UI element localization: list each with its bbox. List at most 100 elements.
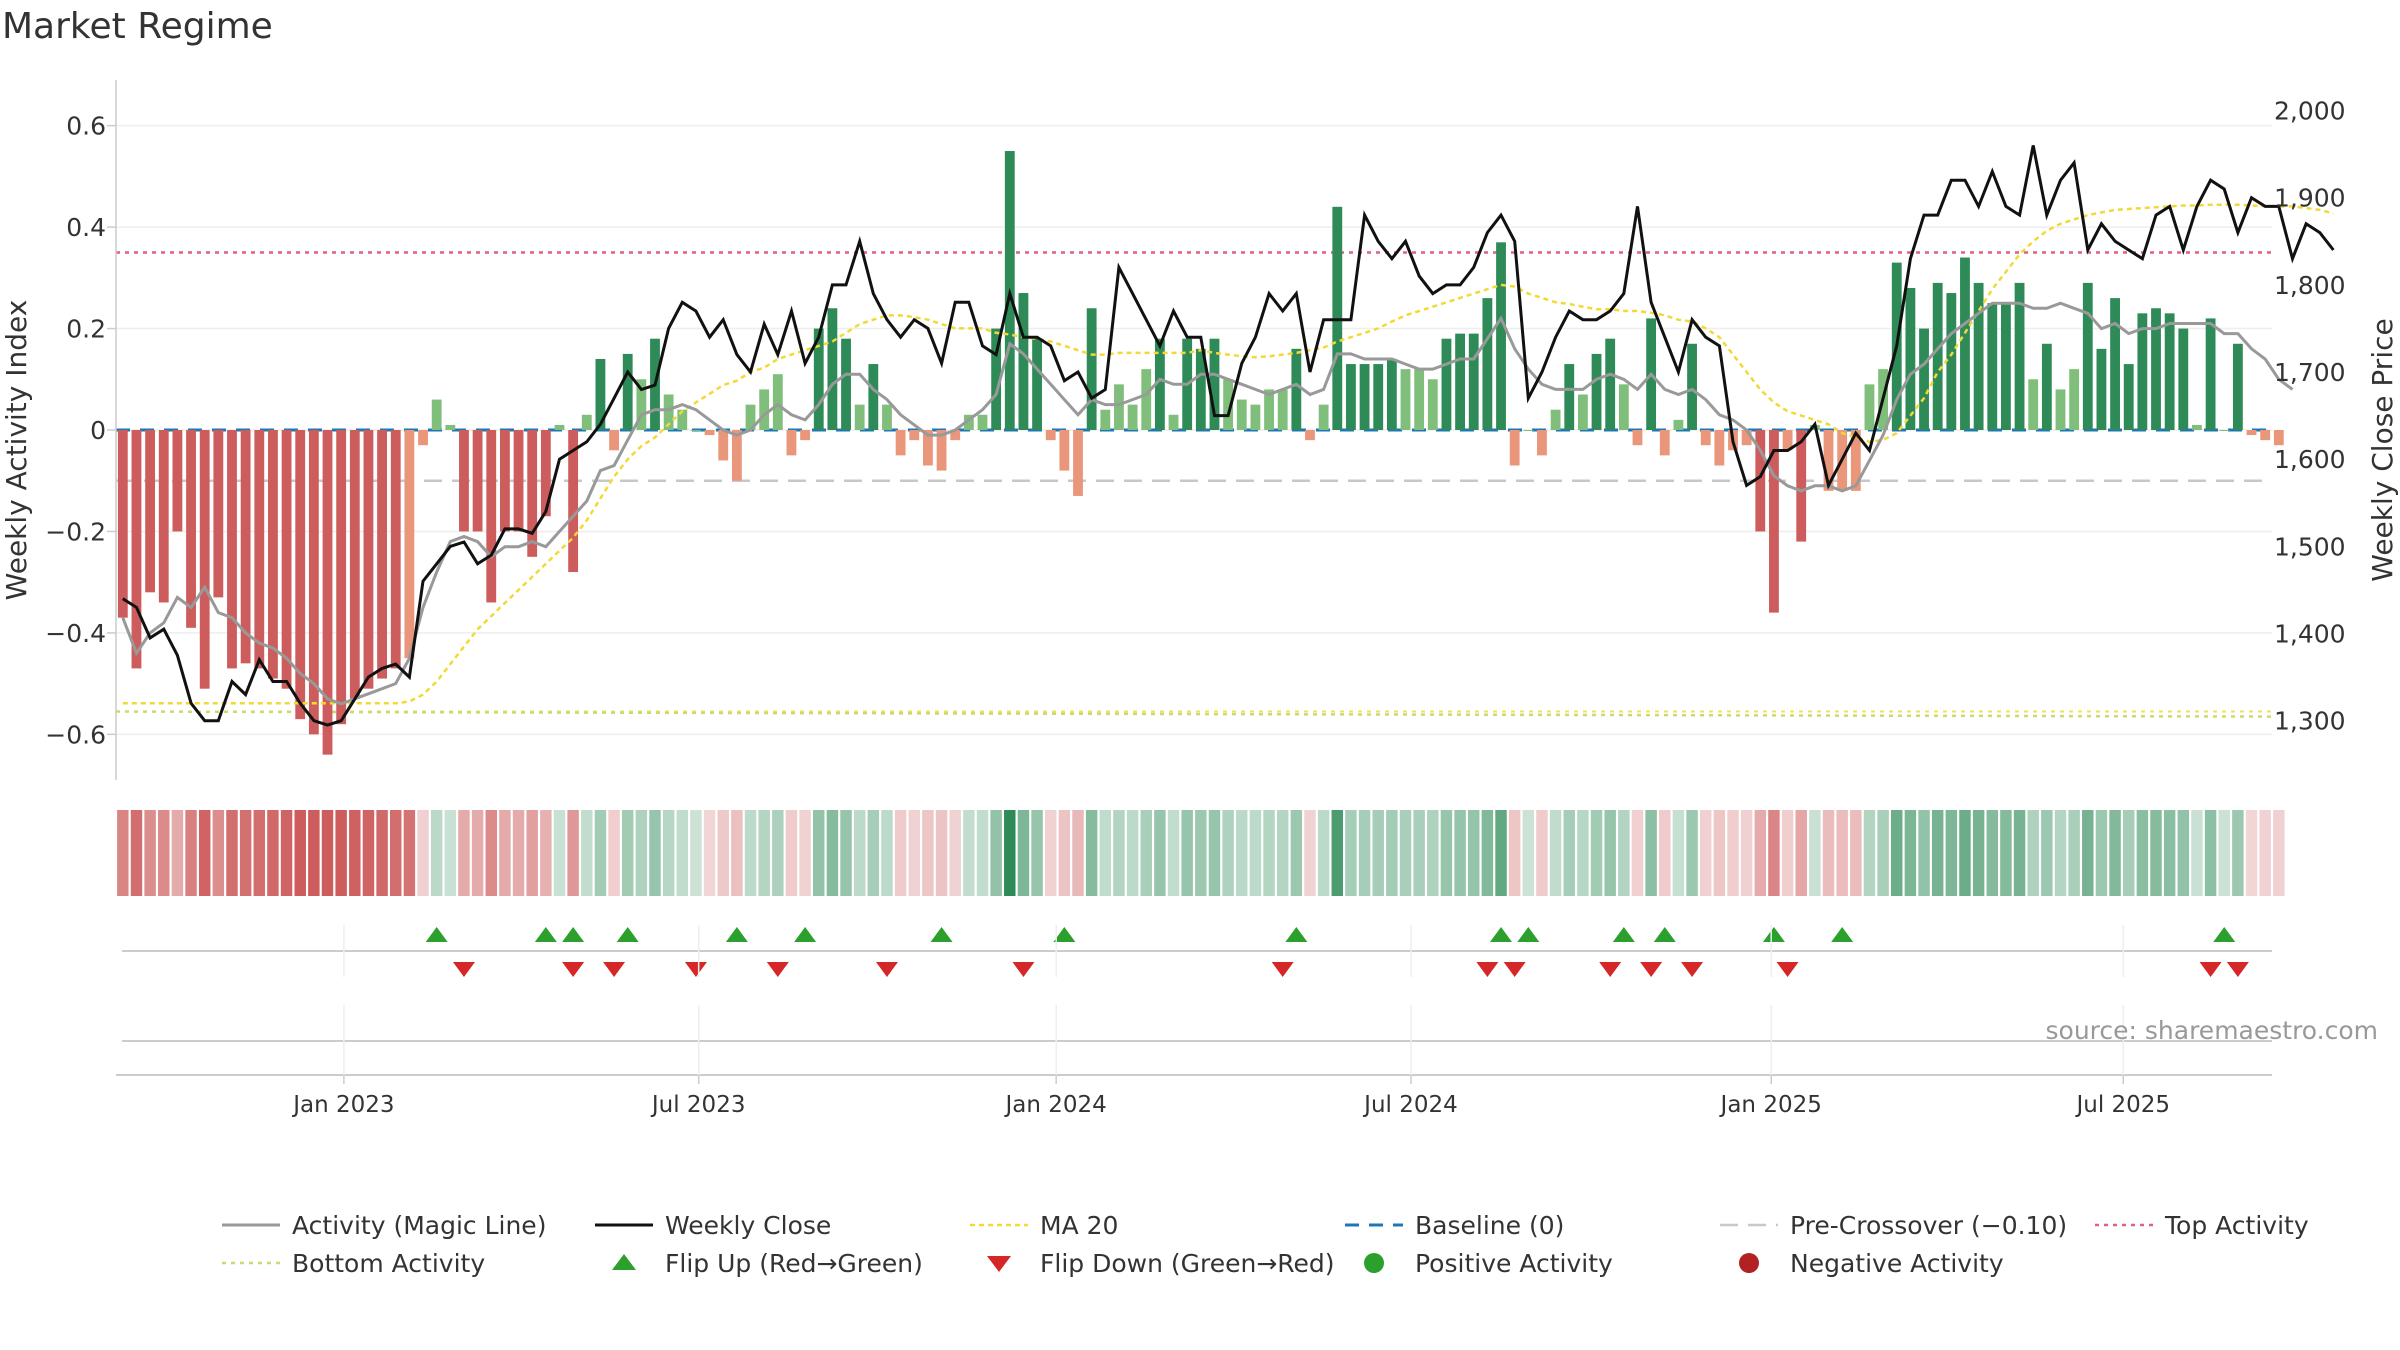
regime-cell	[458, 810, 470, 896]
activity-bar	[1769, 430, 1779, 613]
activity-bar	[1045, 430, 1056, 441]
regime-cell	[2000, 810, 2012, 896]
flip-down-marker	[1776, 962, 1799, 977]
activity-bar	[991, 328, 1002, 430]
activity-bar	[1618, 384, 1629, 430]
regime-cell	[1290, 810, 1303, 896]
regime-cell	[2136, 810, 2149, 896]
left-tick-label: −0.2	[45, 517, 106, 546]
regime-cell	[1236, 810, 1248, 896]
regime-cell	[253, 810, 266, 896]
activity-bar	[336, 430, 347, 725]
regime-cell	[1549, 810, 1562, 896]
activity-bar	[882, 404, 892, 430]
x-tick-label: Jul 2023	[650, 1092, 746, 1118]
activity-bar	[349, 430, 360, 699]
right-tick-label: 1,900	[2274, 184, 2346, 213]
flip-down-marker	[1476, 962, 1499, 977]
regime-cell	[1618, 810, 1630, 896]
regime-cell	[1481, 810, 1494, 896]
regime-cell	[1099, 810, 1112, 896]
right-tick-label: 1,700	[2274, 358, 2346, 387]
activity-bar	[2246, 430, 2257, 436]
flip-up-marker	[2213, 927, 2236, 942]
activity-bar	[1427, 379, 1438, 430]
regime-cell	[2095, 810, 2108, 896]
activity-bar	[1919, 328, 1929, 430]
regime-cell	[1358, 810, 1371, 896]
regime-cell	[813, 810, 825, 896]
activity-bar	[2055, 389, 2066, 430]
activity-bar	[1905, 287, 1916, 430]
regime-cell	[1577, 810, 1589, 896]
regime-cell	[1686, 810, 1698, 896]
regime-cell	[1972, 810, 1985, 896]
activity-bar	[158, 430, 169, 603]
flip-down-marker	[1640, 962, 1663, 977]
regime-cell	[2068, 810, 2080, 896]
left-tick-label: 0.2	[66, 315, 106, 344]
regime-cell	[758, 810, 770, 896]
regime-cell	[335, 810, 347, 896]
activity-bar	[2069, 369, 2080, 430]
activity-bar	[691, 430, 701, 431]
ma20-line	[122, 203, 2334, 705]
regime-cell	[1809, 810, 1821, 896]
activity-bar	[1264, 389, 1274, 430]
activity-bar	[1537, 430, 1547, 456]
flip-down-marker	[2199, 962, 2222, 977]
regime-cell	[267, 810, 279, 896]
regime-cell	[649, 810, 661, 896]
left-tick-label: −0.6	[45, 720, 106, 749]
legend-label: Negative Activity	[1790, 1249, 2004, 1278]
activity-bar	[1714, 430, 1725, 466]
activity-bar	[1223, 379, 1234, 430]
activity-bar	[2232, 343, 2243, 430]
activity-bar	[1168, 414, 1179, 430]
flip-down-marker	[875, 962, 898, 977]
activity-bar	[322, 430, 333, 755]
activity-bar	[1318, 404, 1329, 430]
activity-bar	[1441, 338, 1452, 430]
regime-cell	[1604, 810, 1616, 896]
regime-cell	[2218, 810, 2230, 896]
regime-cell	[1495, 810, 1507, 896]
x-tick-label: Jan 2025	[1719, 1092, 1822, 1118]
activity-bar	[1673, 419, 1684, 430]
regime-cell	[362, 810, 375, 896]
regime-cell	[1468, 810, 1480, 896]
left-axis-title: Weekly Activity Index	[0, 300, 33, 601]
activity-bar	[2151, 308, 2161, 430]
flip-down-marker	[1681, 962, 1704, 977]
regime-cell	[1713, 810, 1726, 896]
activity-bar	[581, 414, 592, 430]
right-axis-title: Weekly Close Price	[2366, 318, 2399, 581]
flip-up-marker	[1285, 927, 1308, 942]
regime-cell	[894, 810, 907, 896]
regime-cell	[840, 810, 852, 896]
regime-cell	[117, 810, 129, 896]
source-label: source: sharemaestro.com	[2046, 1016, 2379, 1045]
regime-cell	[935, 810, 948, 896]
activity-bar	[1755, 430, 1766, 532]
regime-cell	[1399, 810, 1412, 896]
activity-bar	[1277, 389, 1288, 430]
activity-bar	[1154, 338, 1165, 430]
regime-cell	[1836, 810, 1848, 896]
flip-up-marker	[534, 927, 557, 942]
regime-cell	[1181, 810, 1193, 896]
flip-up-marker	[1612, 927, 1635, 942]
flip-markers-layer	[122, 927, 2272, 977]
activity-bar	[841, 338, 851, 430]
regime-cell	[2054, 810, 2067, 896]
regime-cell	[744, 810, 757, 896]
regime-cell	[1672, 810, 1685, 896]
legend-swatch	[987, 1256, 1011, 1272]
activity-bar	[1577, 394, 1588, 430]
activity-bar	[199, 430, 210, 689]
activity-bar	[363, 430, 374, 689]
legend-swatch	[1739, 1253, 1759, 1273]
activity-bar	[609, 430, 619, 451]
activity-bar	[1100, 409, 1111, 430]
regime-cell	[1440, 810, 1453, 896]
